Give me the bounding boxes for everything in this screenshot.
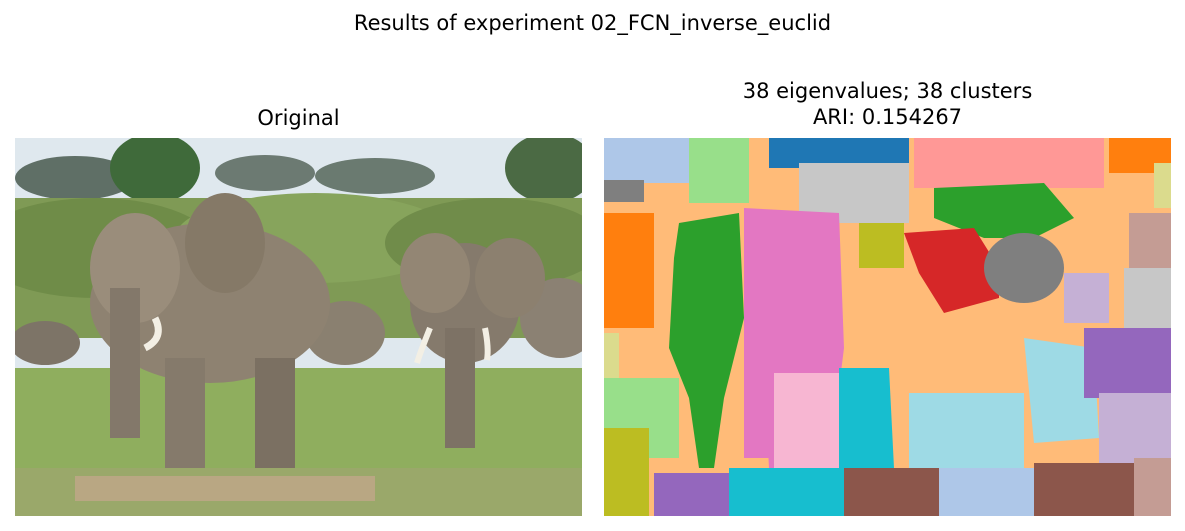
original-image: [15, 138, 582, 516]
segmentation-map: [604, 138, 1171, 516]
segmentation-title-line1: 38 eigenvalues; 38 clusters: [742, 79, 1033, 103]
figure-title: Results of experiment 02_FCN_inverse_euc…: [353, 11, 832, 35]
original-image-title: Original: [257, 106, 340, 130]
segmentation-title-line2: ARI: 0.154267: [812, 105, 963, 129]
segmentation-title: 38 eigenvalues; 38 clusters ARI: 0.15426…: [604, 78, 1171, 130]
